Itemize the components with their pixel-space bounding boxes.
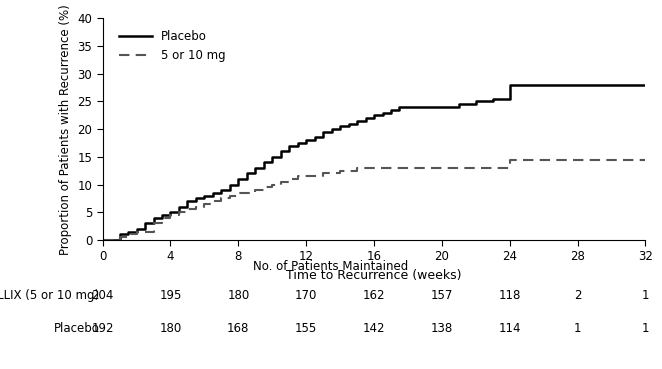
Text: 204: 204 <box>91 289 114 302</box>
Line: 5 or 10 mg: 5 or 10 mg <box>103 159 645 240</box>
Text: 162: 162 <box>363 289 385 302</box>
Text: 1: 1 <box>574 322 581 335</box>
Text: 155: 155 <box>295 322 317 335</box>
Text: 118: 118 <box>498 289 521 302</box>
5 or 10 mg <box>641 157 649 162</box>
5 or 10 mg <box>175 210 183 214</box>
5 or 10 mg <box>277 179 285 184</box>
Placebo <box>506 83 514 87</box>
Placebo <box>489 99 496 104</box>
Line: Placebo: Placebo <box>103 85 645 240</box>
Text: No. of Patients Maintained: No. of Patients Maintained <box>254 260 408 273</box>
Legend: Placebo, 5 or 10 mg: Placebo, 5 or 10 mg <box>114 25 230 67</box>
5 or 10 mg <box>99 238 107 242</box>
5 or 10 mg <box>260 185 267 190</box>
Text: 195: 195 <box>160 289 181 302</box>
Placebo <box>641 83 649 87</box>
X-axis label: Time to Recurrence (weeks): Time to Recurrence (weeks) <box>286 269 462 282</box>
Text: 192: 192 <box>91 322 114 335</box>
5 or 10 mg <box>387 166 395 170</box>
Text: 168: 168 <box>227 322 250 335</box>
Text: 157: 157 <box>431 289 453 302</box>
Text: 114: 114 <box>498 322 521 335</box>
Text: 1: 1 <box>641 289 649 302</box>
Placebo <box>166 210 174 214</box>
5 or 10 mg <box>166 213 174 217</box>
Text: 138: 138 <box>431 322 453 335</box>
Text: 180: 180 <box>160 322 181 335</box>
Text: Placebo: Placebo <box>54 322 99 335</box>
Placebo <box>217 190 225 195</box>
5 or 10 mg <box>506 157 514 162</box>
Placebo <box>234 182 242 187</box>
Text: 142: 142 <box>363 322 385 335</box>
5 or 10 mg <box>209 201 217 206</box>
Text: 1: 1 <box>641 322 649 335</box>
Placebo <box>99 238 107 242</box>
Text: 180: 180 <box>227 289 250 302</box>
Placebo <box>217 188 225 192</box>
Placebo <box>285 144 293 148</box>
Y-axis label: Proportion of Patients with Recurrence (%): Proportion of Patients with Recurrence (… <box>59 4 71 255</box>
Text: TRINTELLIX (5 or 10 mg): TRINTELLIX (5 or 10 mg) <box>0 289 99 302</box>
Text: 2: 2 <box>574 289 581 302</box>
Text: 170: 170 <box>295 289 317 302</box>
